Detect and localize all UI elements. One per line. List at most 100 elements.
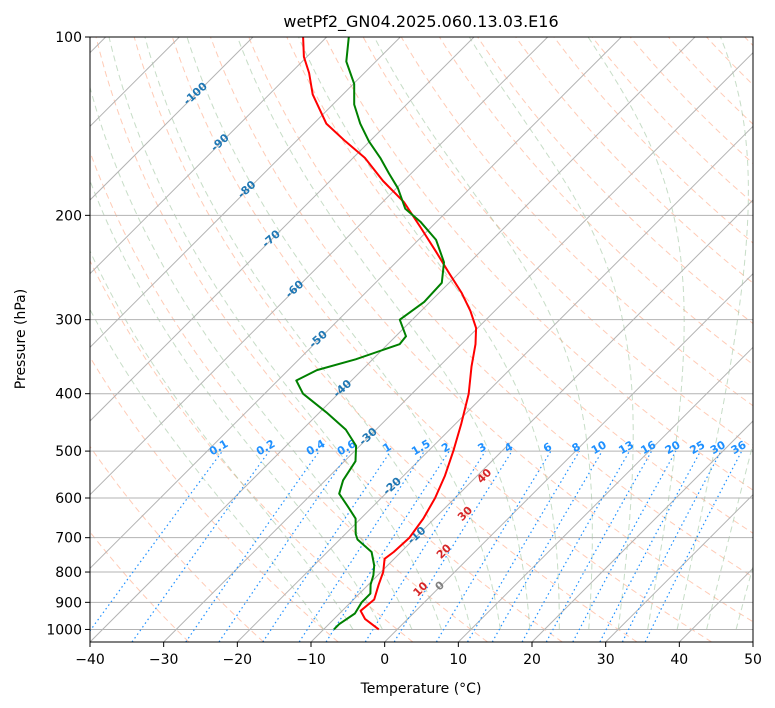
y-tick-label: 100 <box>55 30 82 46</box>
dry-adiabat-line <box>95 37 563 642</box>
y-tick-label: 600 <box>55 491 82 507</box>
dry-adiabat-line <box>400 37 753 407</box>
isotherm-line <box>90 37 475 422</box>
dry-adiabat-line <box>248 37 753 578</box>
y-tick-label: 1000 <box>46 622 82 638</box>
moist-adiabat-line <box>90 179 383 630</box>
dry-adiabat-line <box>477 37 753 325</box>
isotherm-label: 0 <box>433 578 448 593</box>
mixing-ratio-label: 30 <box>708 438 728 457</box>
y-tick-label: 700 <box>55 531 82 547</box>
moist-adiabat-line <box>587 37 685 630</box>
mixing-ratio-line <box>185 450 320 642</box>
y-tick-label: 200 <box>55 208 82 224</box>
mixing-ratio-line <box>491 450 603 642</box>
moist-adiabat-line <box>468 37 634 630</box>
dewpoint-line <box>295 37 445 631</box>
isotherm-label: -60 <box>283 277 307 300</box>
dry-adiabat-line <box>324 37 753 491</box>
y-tick-label: 400 <box>55 387 82 403</box>
dry-adiabat-line <box>591 37 753 204</box>
x-tick-label: 20 <box>523 652 541 668</box>
mixing-ratio-label: 0.1 <box>207 437 230 458</box>
dry-adiabat-line <box>210 37 753 623</box>
mixing-ratio-line <box>364 450 486 642</box>
mixing-ratio-label: 10 <box>589 438 609 457</box>
plot-frame <box>89 36 754 643</box>
isotherm-line <box>605 493 753 642</box>
y-tick-label: 900 <box>55 595 82 611</box>
moist-adiabat-line <box>676 37 749 630</box>
mixing-ratio-line <box>262 450 392 642</box>
mixing-ratio-line <box>298 450 425 642</box>
moist-adiabat-line <box>108 37 442 630</box>
isotherm-line <box>90 37 328 275</box>
isotherm-line <box>678 567 753 642</box>
moist-adiabat-line <box>90 85 413 630</box>
mixing-ratio-line <box>435 450 552 642</box>
moist-adiabat-line <box>373 37 593 630</box>
moist-adiabat-line <box>90 249 354 630</box>
moist-adiabat-line <box>298 37 560 630</box>
mixing-ratio-line <box>521 450 631 642</box>
dry-adiabat-label: 10 <box>411 579 431 599</box>
dry-adiabat-line <box>90 445 264 642</box>
mixing-ratio-line <box>572 450 677 642</box>
mixing-ratio-label: 8 <box>570 440 583 455</box>
x-tick-label: 0 <box>380 652 389 668</box>
dry-adiabat-label: 20 <box>434 541 454 561</box>
mixing-ratio-line <box>218 450 351 642</box>
mixing-ratio-line <box>466 450 580 642</box>
isotherm-label: -40 <box>331 377 355 400</box>
dry-adiabat-line <box>90 150 488 642</box>
isotherm-line <box>90 37 696 642</box>
isotherm-line <box>752 641 753 642</box>
x-tick-label: −10 <box>296 652 326 668</box>
x-tick-label: 30 <box>597 652 615 668</box>
mixing-ratio-label: 6 <box>541 440 554 455</box>
dry-adiabat-line <box>90 259 414 642</box>
y-tick-label: 800 <box>55 565 82 581</box>
isotherm-line <box>384 272 753 642</box>
x-tick-label: −20 <box>223 652 253 668</box>
moist-adiabat-line <box>706 441 753 630</box>
y-tick-label: 500 <box>55 444 82 460</box>
mixing-ratio-label: 36 <box>729 438 749 457</box>
axis-ticks: −40 −30 −20 −10 0 10 20 30 40 5010020030040050060… <box>46 30 762 668</box>
mixing-ratio-label: 1.5 <box>409 437 432 458</box>
x-tick-label: −40 <box>75 652 105 668</box>
isotherm-label: -80 <box>235 178 259 201</box>
moist-adiabat-line <box>766 37 775 629</box>
isotherm-line <box>90 37 549 496</box>
x-tick-label: 10 <box>449 652 467 668</box>
mixing-ratio-label: 20 <box>663 438 683 457</box>
isotherm-line <box>163 51 753 642</box>
dry-adiabat-line <box>706 37 753 86</box>
dry-adiabat-line <box>553 37 753 244</box>
isotherm-line <box>457 346 753 642</box>
isotherm-line <box>90 37 254 201</box>
dry-adiabat-line <box>629 37 753 165</box>
mixing-ratio-line <box>90 450 223 632</box>
x-tick-label: 40 <box>670 652 688 668</box>
mixing-ratio-line <box>545 450 653 642</box>
mixing-ratio-line <box>325 450 450 642</box>
moist-adiabat-line <box>90 308 324 630</box>
isotherm-label: -30 <box>356 425 380 448</box>
x-tick-label: −30 <box>149 652 179 668</box>
moist-adiabat-line <box>735 564 753 630</box>
moist-adiabat-line <box>144 37 472 630</box>
dry-adiabat-line <box>515 37 753 284</box>
dry-adiabat-line <box>438 37 753 365</box>
series-group <box>295 37 478 631</box>
y-axis-label: Pressure (hPa) <box>13 289 29 389</box>
mixing-ratio-label: 16 <box>638 438 658 457</box>
chart-title: wetPf2_GN04.2025.060.13.03.E16 <box>283 12 558 32</box>
isotherm-line <box>90 37 401 349</box>
isotherm-line <box>90 37 622 570</box>
mixing-ratio-label: 3 <box>475 440 488 455</box>
isotherm-line <box>531 420 753 642</box>
curve-labels: 0.1 0.2 0.4 0.6 1 1.5 2 3 4 6 8 10 13 16 20 25 30 36-100-… <box>181 79 749 599</box>
mixing-ratio-line <box>599 450 702 642</box>
mixing-ratio-line <box>393 450 513 642</box>
